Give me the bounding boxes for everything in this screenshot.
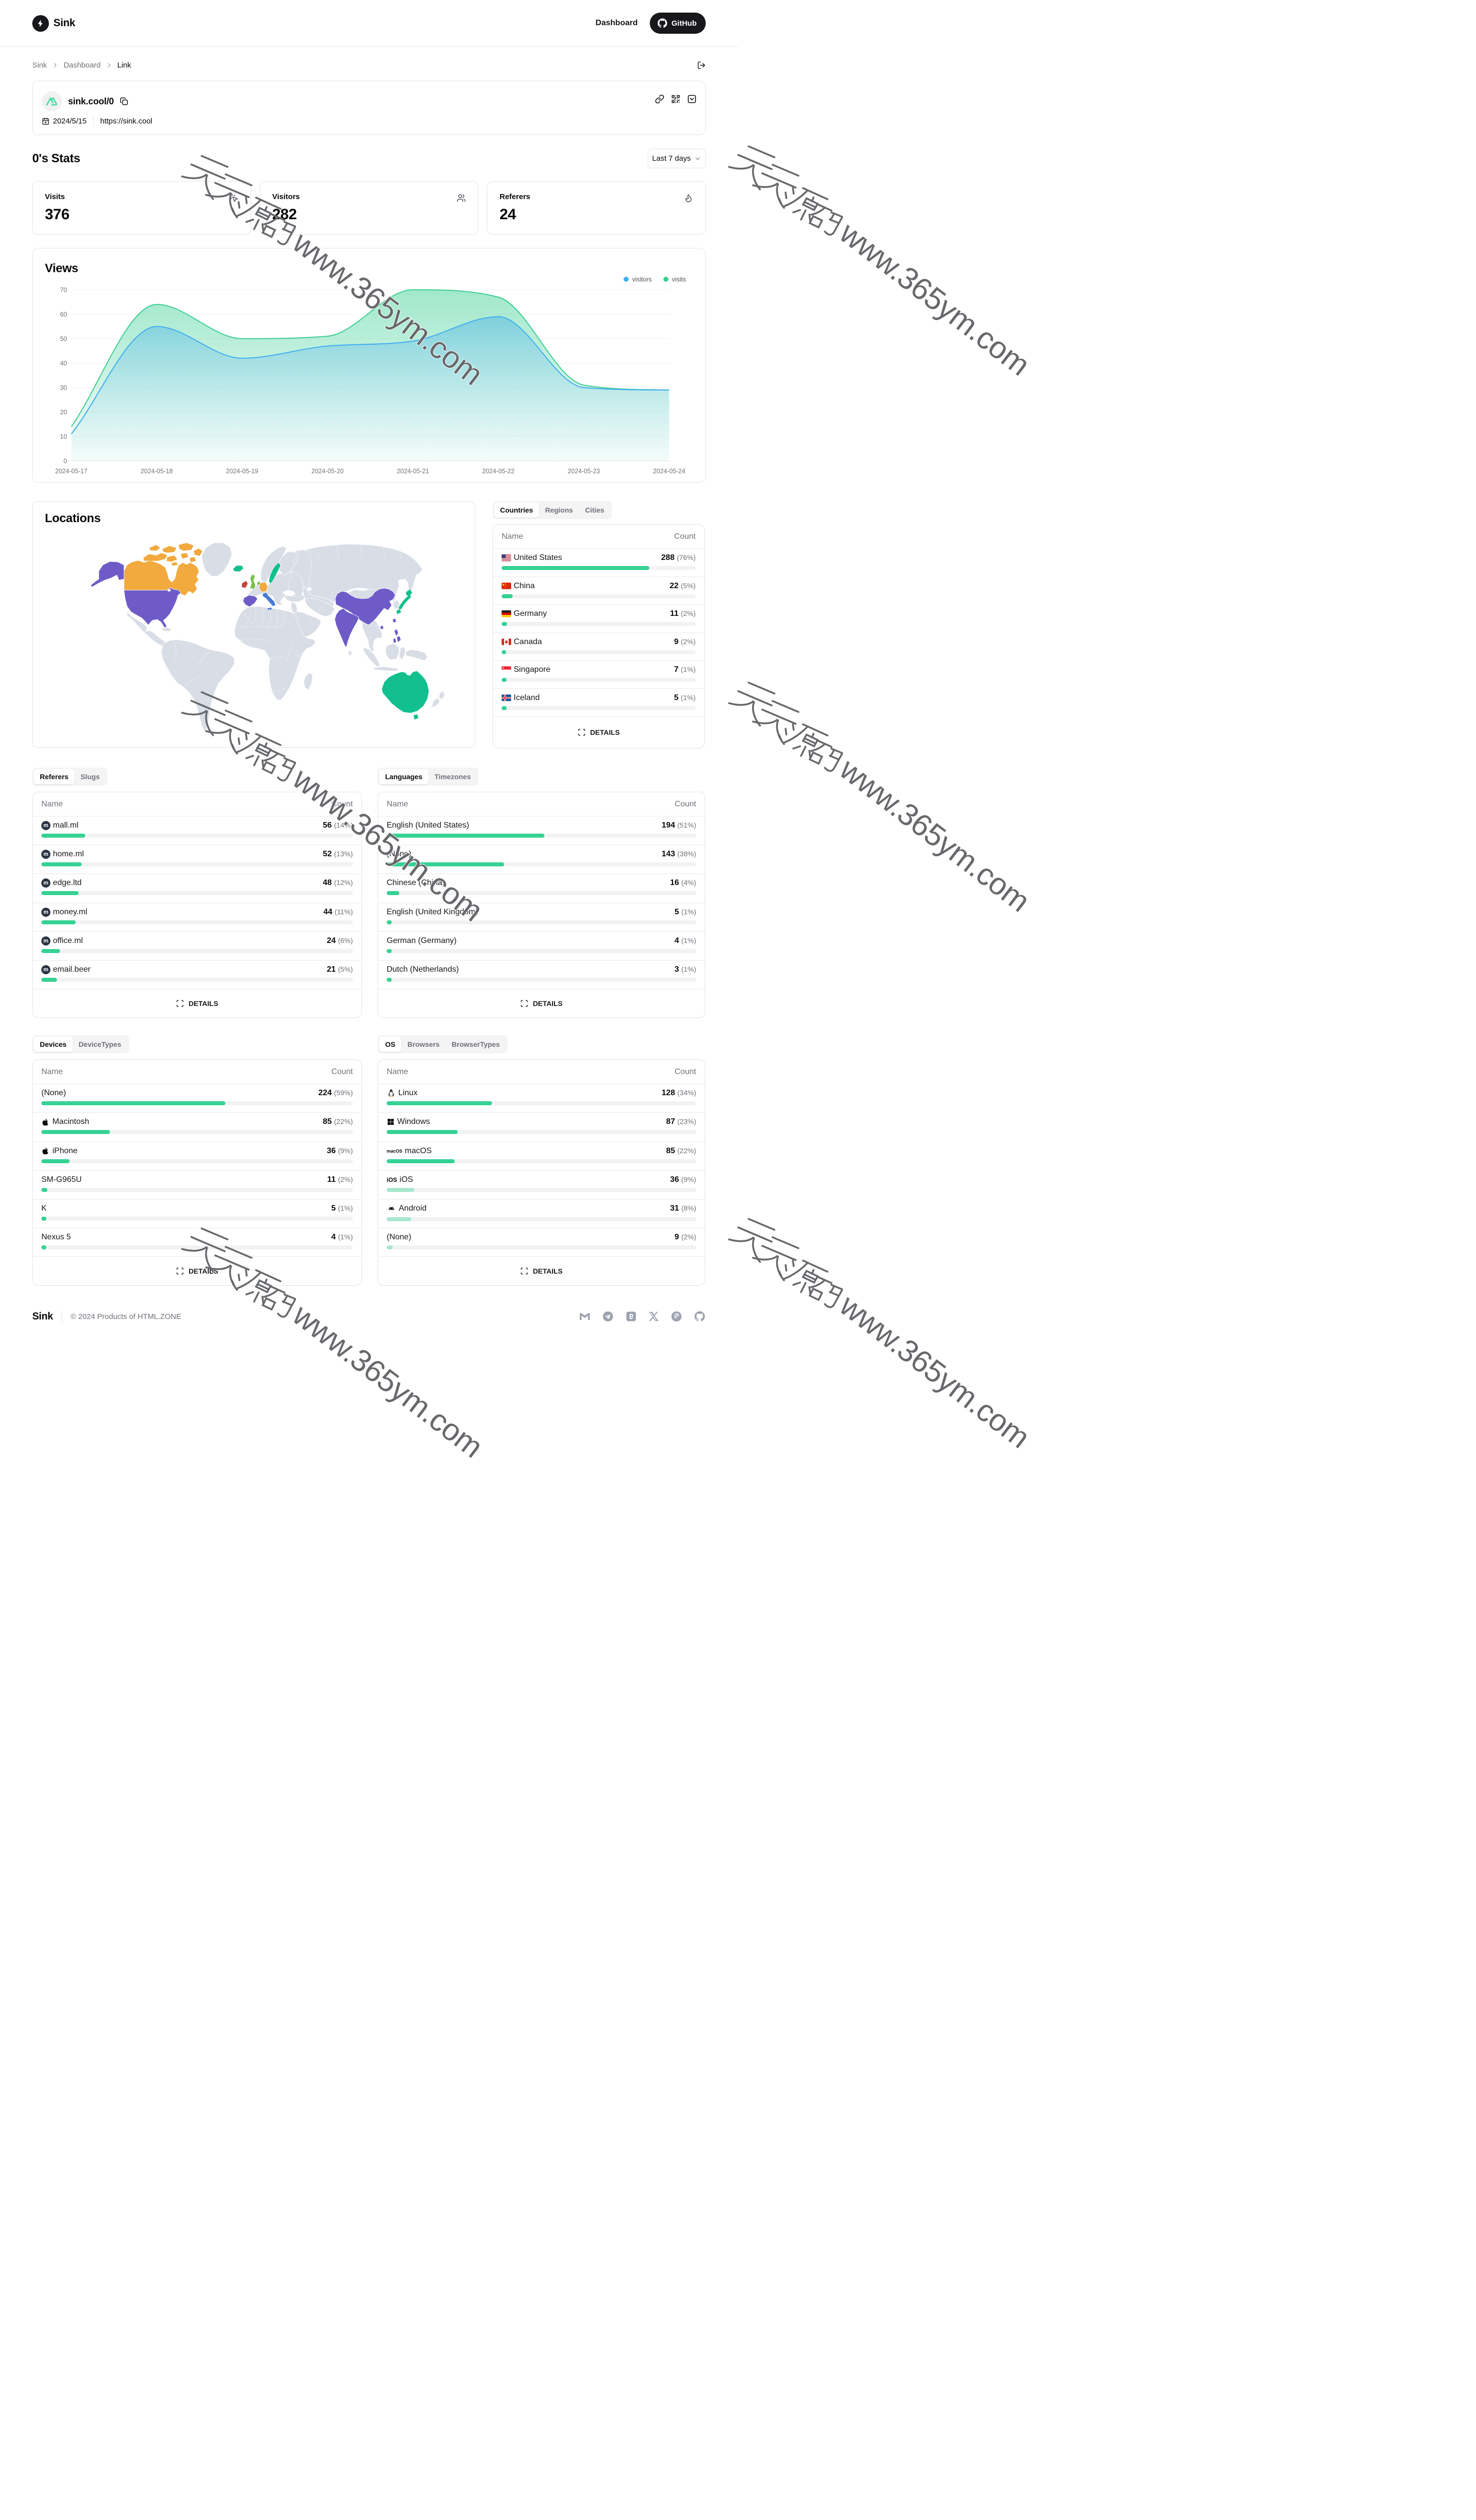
svg-text:2024-05-17: 2024-05-17 [55, 468, 88, 475]
svg-text:2024-05-19: 2024-05-19 [226, 468, 258, 475]
svg-text:2024-05-24: 2024-05-24 [653, 468, 686, 475]
svg-text:10: 10 [60, 433, 67, 440]
svg-text:0: 0 [64, 458, 67, 465]
svg-text:2024-05-20: 2024-05-20 [312, 468, 344, 475]
svg-text:www.365ym.com: www.365ym.com [833, 751, 1036, 918]
svg-text:40: 40 [60, 360, 67, 367]
svg-text:2024-05-23: 2024-05-23 [568, 468, 600, 475]
svg-text:2024-05-18: 2024-05-18 [141, 468, 173, 475]
svg-text:www.365ym.com: www.365ym.com [833, 215, 1036, 382]
svg-text:60: 60 [60, 311, 67, 318]
svg-text:70: 70 [60, 286, 67, 293]
svg-text:visitors: visitors [632, 276, 652, 283]
svg-text:visits: visits [672, 276, 686, 283]
svg-text:www.365ym.com: www.365ym.com [833, 1288, 1036, 1455]
svg-text:20: 20 [60, 409, 67, 416]
svg-text:2024-05-21: 2024-05-21 [397, 468, 429, 475]
svg-text:50: 50 [60, 335, 67, 342]
svg-text:30: 30 [60, 385, 67, 392]
svg-text:2024-05-22: 2024-05-22 [482, 468, 515, 475]
